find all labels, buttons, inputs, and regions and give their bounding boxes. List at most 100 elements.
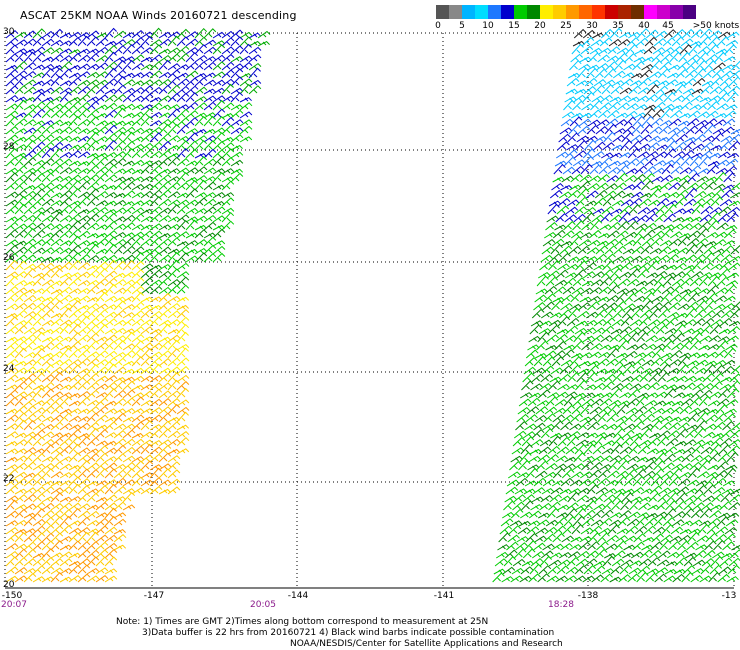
wind-barb — [32, 296, 46, 303]
wind-barb — [59, 261, 73, 271]
wind-barb — [176, 406, 190, 415]
wind-barb — [699, 575, 712, 583]
wind-barb — [68, 532, 82, 543]
wind-barb — [682, 446, 696, 455]
wind-barb — [77, 295, 91, 303]
wind-barb — [50, 492, 64, 503]
wind-barb — [644, 278, 658, 287]
wind-barb — [239, 125, 253, 135]
wind-barb — [610, 328, 623, 335]
wind-barb — [41, 456, 55, 463]
wind-barb — [570, 292, 583, 303]
wind-barb — [131, 136, 145, 143]
wind-barb — [614, 357, 628, 367]
wind-barb — [567, 372, 580, 383]
wind-barb — [643, 406, 657, 415]
wind-barb — [639, 69, 653, 79]
wind-barb — [618, 211, 631, 223]
wind-barb — [620, 436, 634, 447]
wind-barb — [212, 140, 226, 151]
wind-barb — [14, 557, 28, 567]
wind-barb — [131, 251, 145, 263]
wind-barb — [203, 181, 217, 191]
wind-barb — [541, 487, 555, 495]
wind-barb — [95, 152, 109, 159]
wind-barb — [533, 422, 546, 431]
wind-barb — [686, 541, 699, 551]
wind-barb — [59, 344, 72, 351]
wind-barb — [650, 237, 664, 247]
wind-barbs — [5, 27, 740, 583]
wind-barb — [686, 60, 699, 71]
wind-barb — [59, 229, 73, 239]
wind-barb — [86, 363, 100, 375]
wind-barb — [212, 132, 226, 143]
wind-barb — [131, 54, 145, 63]
wind-barb — [583, 564, 597, 575]
wind-barb — [14, 543, 28, 551]
wind-barb — [185, 199, 199, 207]
wind-barb — [230, 91, 244, 103]
wind-barb — [77, 287, 91, 295]
wind-barb — [149, 316, 163, 327]
wind-barb — [718, 206, 732, 215]
wind-barb — [5, 312, 18, 319]
wind-barb — [689, 104, 702, 111]
note-line: 3)Data buffer is 22 hrs from 20160721 4)… — [142, 628, 555, 638]
wind-barb — [149, 477, 163, 487]
wind-barb — [696, 176, 709, 183]
wind-barb — [77, 128, 91, 135]
wind-barb — [554, 224, 567, 231]
wind-barb — [68, 136, 82, 143]
wind-barb — [59, 347, 72, 359]
wind-barb — [167, 191, 181, 199]
wind-barb — [628, 444, 642, 455]
wind-barb — [149, 453, 163, 463]
wind-barb — [707, 275, 721, 287]
wind-barb — [23, 461, 37, 471]
wind-barb — [95, 200, 109, 207]
wind-barb — [176, 276, 190, 287]
wind-barb — [23, 533, 37, 543]
wind-barb — [113, 319, 127, 327]
wind-barb — [661, 524, 674, 535]
wind-barb — [131, 231, 145, 239]
wind-barb — [585, 311, 599, 319]
wind-barb — [705, 414, 718, 423]
wind-barb — [14, 488, 28, 495]
wind-barb — [685, 365, 699, 375]
wind-barb — [68, 235, 81, 247]
wind-barb — [86, 84, 100, 95]
wind-barb — [104, 479, 118, 487]
wind-barb — [553, 163, 566, 175]
wind-barb — [32, 422, 46, 431]
wind-barb — [149, 269, 163, 279]
wind-barb — [685, 552, 698, 559]
wind-barb — [167, 152, 180, 159]
wind-barb — [59, 437, 73, 447]
wind-barb — [194, 112, 208, 119]
wind-barb — [32, 486, 46, 495]
wind-barb — [158, 157, 172, 167]
wind-barb — [41, 87, 55, 95]
wind-barb — [659, 539, 672, 551]
wind-barb — [32, 64, 46, 71]
wind-barb — [572, 397, 586, 407]
wind-barb — [77, 79, 91, 87]
wind-barb — [77, 541, 91, 551]
wind-barb — [507, 471, 521, 479]
wind-barb — [527, 344, 540, 351]
wind-barb — [707, 464, 720, 471]
wind-barb — [185, 117, 199, 127]
wind-barb — [77, 135, 91, 143]
wind-barb — [158, 246, 172, 255]
wind-barb — [612, 255, 625, 263]
wind-barb — [59, 181, 73, 191]
wind-barb — [50, 567, 64, 575]
wind-barb — [158, 286, 172, 295]
wind-barb — [660, 174, 673, 183]
wind-barb — [95, 541, 109, 551]
wind-barb — [720, 70, 734, 79]
wind-barb — [566, 436, 580, 447]
pass-time: 20:05 — [250, 600, 276, 610]
